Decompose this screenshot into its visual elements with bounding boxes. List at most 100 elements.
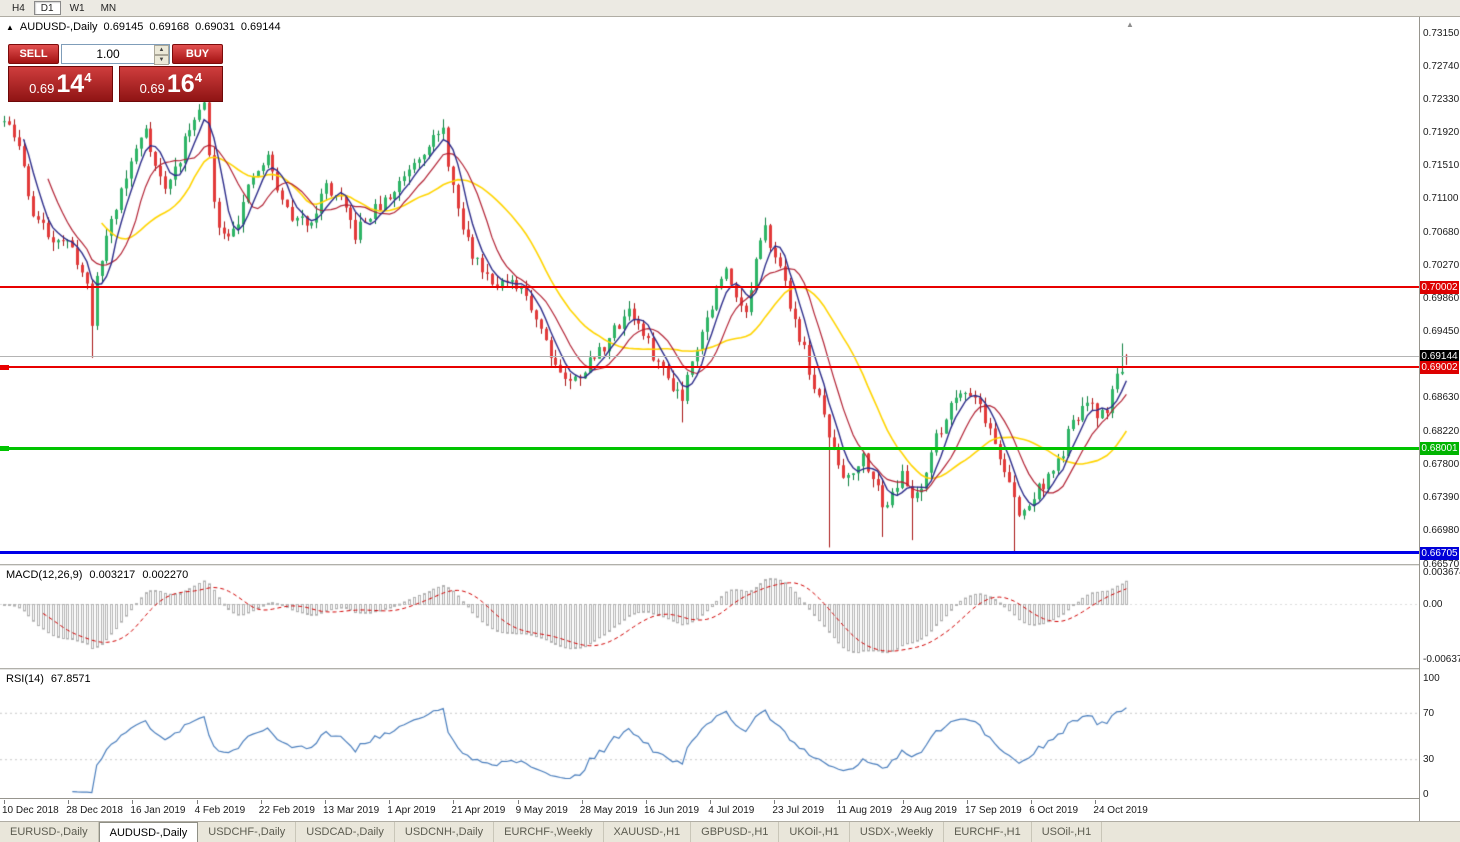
symbol-header: ▲ AUDUSD-,Daily 0.69145 0.69168 0.69031 … bbox=[6, 21, 281, 33]
ohlc-open: 0.69145 bbox=[103, 21, 144, 33]
chart-tab-usdcnh-daily[interactable]: USDCNH-,Daily bbox=[395, 822, 495, 842]
chart-tab-eurchf-weekly[interactable]: EURCHF-,Weekly bbox=[494, 822, 604, 842]
chart-tab-bar: EURUSD-,Daily AUDUSD-,Daily USDCHF-,Daily U… bbox=[0, 821, 1460, 842]
panel-separator-rsi[interactable] bbox=[0, 668, 1460, 670]
chart-tab-eurusd-daily[interactable]: EURUSD-,Daily bbox=[0, 822, 99, 842]
rsi-canvas[interactable] bbox=[0, 670, 1419, 799]
price-tick-label: 0.66570 bbox=[1423, 558, 1460, 570]
time-tick-label: 4 Jul 2019 bbox=[708, 805, 755, 816]
time-tick-label: 16 Jun 2019 bbox=[644, 805, 700, 816]
price-tick-label: 0.70270 bbox=[1423, 260, 1460, 272]
macd-tick-label: -0.006378 bbox=[1423, 654, 1460, 666]
panel-separator-macd[interactable] bbox=[0, 564, 1460, 566]
sell-button[interactable]: SELL bbox=[8, 44, 59, 64]
horizontal-level-line-0.66705[interactable] bbox=[0, 551, 1419, 555]
ohlc-high: 0.69168 bbox=[149, 21, 190, 33]
buy-price-button[interactable]: 0.69 16 4 bbox=[118, 66, 223, 102]
timeframe-button-mn[interactable]: MN bbox=[100, 3, 117, 14]
chart-tab-usoil-h1[interactable]: USOil-,H1 bbox=[1032, 822, 1103, 842]
sell-price-button[interactable]: 0.69 14 4 bbox=[8, 66, 113, 102]
time-tick bbox=[646, 800, 647, 804]
time-tick bbox=[967, 800, 968, 804]
timeframe-button-d1[interactable]: D1 bbox=[33, 1, 61, 15]
buy-price-prefix: 0.69 bbox=[139, 80, 165, 96]
time-tick bbox=[325, 800, 326, 804]
time-tick bbox=[132, 800, 134, 804]
chart-tab-usdx-weekly[interactable]: USDX-,Weekly bbox=[850, 822, 945, 842]
timeframe-button-w1[interactable]: W1 bbox=[69, 3, 85, 14]
time-tick bbox=[260, 800, 262, 804]
horizontal-level-line-0.69002[interactable] bbox=[0, 366, 1419, 369]
time-tick-label: 24 Oct 2019 bbox=[1093, 805, 1148, 816]
buy-price-big: 16 bbox=[166, 69, 195, 98]
price-badge-0.70002: 0.70002 bbox=[1420, 280, 1459, 294]
macd-value-main: 0.003217 bbox=[89, 569, 136, 581]
time-axis[interactable]: 10 Dec 2018 28 Dec 2018 16 Jan 2019 4 Feb 2… bbox=[0, 799, 1419, 821]
price-tick-label: 0.71100 bbox=[1423, 193, 1459, 205]
time-tick-label: 13 Mar 2019 bbox=[323, 805, 380, 816]
time-tick-label: 22 Feb 2019 bbox=[258, 805, 315, 816]
volume-increase-button[interactable]: ▲ bbox=[154, 45, 169, 55]
volume-input[interactable]: 1.00 ▲ ▼ bbox=[61, 44, 170, 65]
time-tick-label: 23 Jul 2019 bbox=[772, 805, 825, 816]
ohlc-low: 0.69031 bbox=[195, 21, 235, 33]
price-tick-label: 0.69860 bbox=[1423, 293, 1460, 305]
time-tick-label: 9 May 2019 bbox=[515, 805, 568, 816]
time-tick bbox=[774, 800, 776, 804]
chart-tab-xauusd-h1[interactable]: XAUUSD-,H1 bbox=[604, 822, 692, 842]
price-tick-label: 0.71510 bbox=[1423, 160, 1460, 172]
timeframe-toolbar: H4 D1 W1 MN bbox=[0, 0, 1460, 17]
rsi-tick-label: 0 bbox=[1423, 789, 1429, 800]
chart-shift-marker-icon[interactable]: ▲ bbox=[1126, 20, 1134, 29]
time-tick bbox=[1095, 800, 1097, 804]
price-tick-label: 0.69450 bbox=[1423, 326, 1460, 338]
macd-label: MACD(12,26,9) bbox=[6, 569, 83, 581]
buy-button[interactable]: BUY bbox=[172, 44, 223, 64]
price-badge-0.69144: 0.69144 bbox=[1420, 350, 1459, 363]
rsi-label-row: RSI(14) 67.8571 bbox=[6, 673, 91, 685]
price-axis-separator bbox=[1419, 17, 1420, 821]
chart-tab-eurchf-h1[interactable]: EURCHF-,H1 bbox=[944, 822, 1032, 842]
macd-tick-label: 0.00 bbox=[1423, 599, 1443, 610]
price-chart-canvas[interactable] bbox=[0, 18, 1419, 565]
chart-tab-ukoil-h1[interactable]: UKOil-,H1 bbox=[779, 822, 850, 842]
time-tick bbox=[581, 800, 583, 804]
rsi-tick-label: 70 bbox=[1423, 707, 1435, 719]
macd-label-row: MACD(12,26,9) 0.003217 0.002270 bbox=[6, 569, 188, 581]
time-tick bbox=[4, 800, 5, 804]
chart-tab-audusd-daily[interactable]: AUDUSD-,Daily bbox=[98, 822, 199, 842]
time-tick-label: 21 Apr 2019 bbox=[451, 805, 506, 816]
panel-separator-timeaxis bbox=[0, 798, 1460, 799]
chart-tab-usdcad-daily[interactable]: USDCAD-,Daily bbox=[296, 822, 395, 842]
volume-spinner: ▲ ▼ bbox=[154, 45, 169, 65]
volume-value[interactable]: 1.00 bbox=[96, 47, 120, 61]
buy-price-pip: 4 bbox=[194, 69, 202, 85]
price-tick-label: 0.67800 bbox=[1423, 459, 1460, 471]
price-tick-label: 0.70680 bbox=[1423, 227, 1460, 239]
horizontal-level-line-0.69144[interactable] bbox=[0, 355, 1419, 357]
sell-price-prefix: 0.69 bbox=[29, 80, 55, 96]
timeframe-button-h4[interactable]: H4 bbox=[12, 3, 25, 14]
symbol-name: AUDUSD-,Daily bbox=[19, 21, 98, 33]
price-axis[interactable]: 0.73150 0.72740 0.72330 0.71920 0.71510 0.711… bbox=[1420, 18, 1460, 820]
rsi-label: RSI(14) bbox=[6, 673, 44, 685]
time-tick bbox=[68, 800, 70, 804]
horizontal-level-line-0.68001[interactable] bbox=[0, 446, 1419, 450]
time-tick bbox=[1031, 800, 1033, 804]
time-tick bbox=[389, 800, 391, 804]
chart-tab-gbpusd-h1[interactable]: GBPUSD-,H1 bbox=[691, 822, 780, 842]
chart-tab-usdchf-daily[interactable]: USDCHF-,Daily bbox=[198, 822, 297, 842]
time-tick-label: 28 May 2019 bbox=[579, 805, 638, 816]
time-tick bbox=[196, 800, 198, 804]
sell-price-pip: 4 bbox=[84, 69, 92, 85]
time-tick bbox=[838, 800, 840, 804]
level-anchor-marker[interactable] bbox=[0, 365, 9, 371]
level-anchor-marker[interactable] bbox=[0, 446, 9, 452]
price-tick-label: 0.68220 bbox=[1423, 425, 1460, 437]
macd-canvas[interactable] bbox=[0, 566, 1419, 669]
price-tick-label: 0.72740 bbox=[1423, 61, 1460, 73]
time-tick-label: 6 Oct 2019 bbox=[1029, 805, 1079, 816]
volume-decrease-button[interactable]: ▼ bbox=[154, 55, 169, 65]
horizontal-level-line-0.70002[interactable] bbox=[0, 285, 1419, 288]
